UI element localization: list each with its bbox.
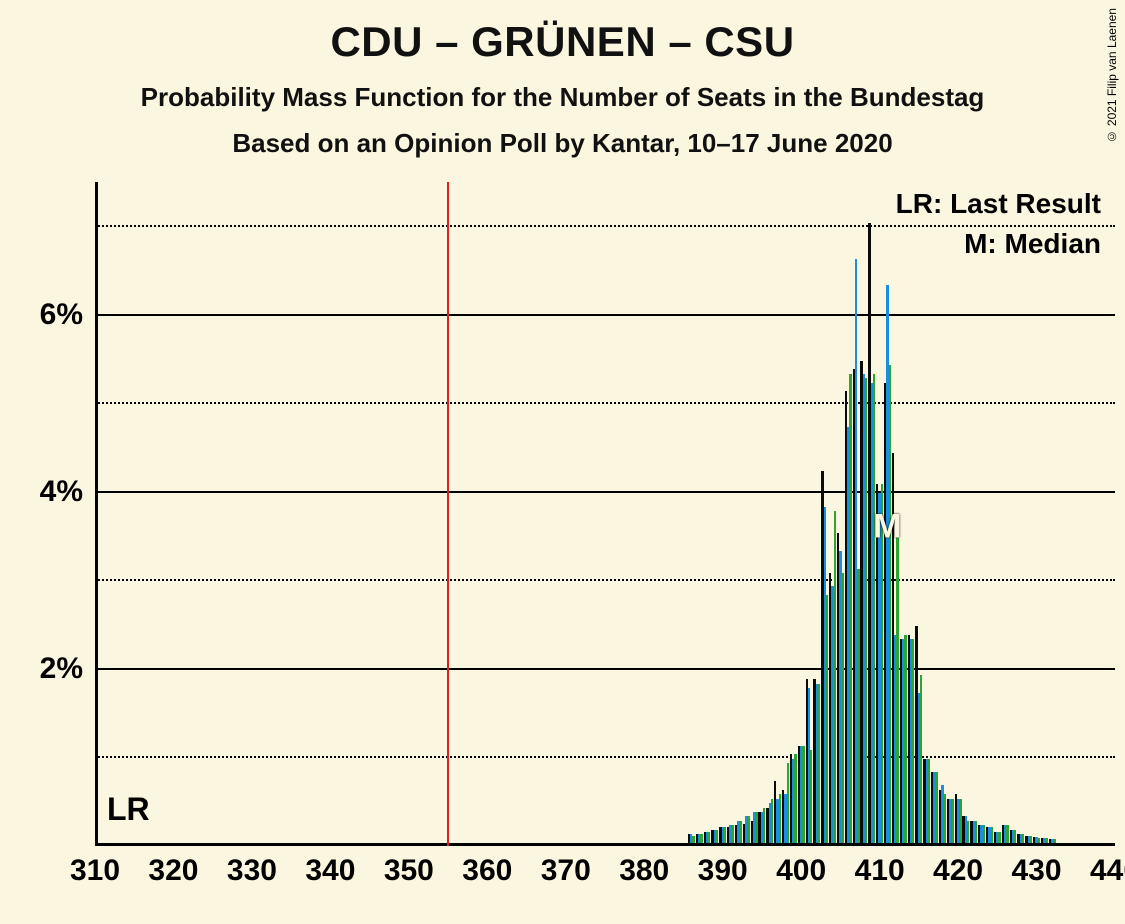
- bar: [967, 821, 969, 843]
- bar: [873, 374, 875, 843]
- bar: [834, 511, 836, 843]
- bar: [716, 830, 718, 843]
- x-tick-label: 370: [541, 854, 591, 888]
- chart-title: CDU – GRÜNEN – CSU: [0, 18, 1125, 66]
- bar: [975, 821, 977, 843]
- bar: [755, 812, 757, 843]
- bar: [794, 754, 796, 843]
- bar: [889, 365, 891, 843]
- x-tick-label: 330: [227, 854, 277, 888]
- copyright-label: © 2021 Filip van Laenen: [1105, 8, 1119, 143]
- x-tick-label: 400: [776, 854, 826, 888]
- bar: [857, 569, 859, 843]
- x-tick-label: 310: [70, 854, 120, 888]
- bar: [928, 759, 930, 843]
- bar: [779, 794, 781, 843]
- bar: [1046, 838, 1048, 843]
- bar: [1038, 838, 1040, 843]
- bar: [944, 794, 946, 843]
- bar: [842, 573, 844, 843]
- bar: [998, 832, 1000, 843]
- bar: [771, 799, 773, 843]
- bar: [818, 684, 820, 843]
- x-tick-label: 390: [698, 854, 748, 888]
- bar: [1006, 825, 1008, 843]
- x-tick-label: 350: [384, 854, 434, 888]
- bar: [959, 799, 961, 843]
- bar: [692, 836, 694, 843]
- bar: [881, 484, 883, 843]
- bar: [920, 675, 922, 843]
- bar: [849, 374, 851, 843]
- x-tick-label: 410: [855, 854, 905, 888]
- x-tick-label: 430: [1012, 854, 1062, 888]
- bar: [1053, 839, 1055, 843]
- bar: [810, 750, 812, 843]
- chart-container: CDU – GRÜNEN – CSU Probability Mass Func…: [0, 0, 1125, 924]
- chart-subtitle-2: Based on an Opinion Poll by Kantar, 10–1…: [0, 128, 1125, 159]
- bar: [732, 825, 734, 843]
- bar: [1014, 830, 1016, 843]
- bar: [1030, 836, 1032, 843]
- x-tick-label: 440: [1090, 854, 1125, 888]
- bars-layer: [95, 182, 1115, 846]
- bar: [802, 746, 804, 843]
- bar: [740, 821, 742, 843]
- bar: [936, 772, 938, 843]
- bar: [904, 635, 906, 843]
- bar: [951, 799, 953, 843]
- bar: [865, 378, 867, 843]
- bar: [724, 827, 726, 843]
- bar: [747, 816, 749, 843]
- bar: [708, 832, 710, 843]
- bar: [826, 595, 828, 843]
- bar: [787, 763, 789, 843]
- x-tick-label: 320: [148, 854, 198, 888]
- y-tick-label: 2%: [40, 652, 83, 686]
- x-tick-label: 420: [933, 854, 983, 888]
- x-tick-label: 340: [305, 854, 355, 888]
- plot-area: LR LR: Last Result M: Median 2%4%6%31032…: [95, 182, 1115, 846]
- x-tick-label: 380: [619, 854, 669, 888]
- y-tick-label: 4%: [40, 475, 83, 509]
- y-tick-label: 6%: [40, 298, 83, 332]
- bar: [983, 825, 985, 843]
- chart-subtitle-1: Probability Mass Function for the Number…: [0, 82, 1125, 113]
- bar: [896, 533, 898, 843]
- bar: [763, 808, 765, 843]
- bar: [912, 639, 914, 843]
- bar: [991, 827, 993, 843]
- bar: [1022, 834, 1024, 843]
- x-tick-label: 360: [462, 854, 512, 888]
- bar: [700, 834, 702, 843]
